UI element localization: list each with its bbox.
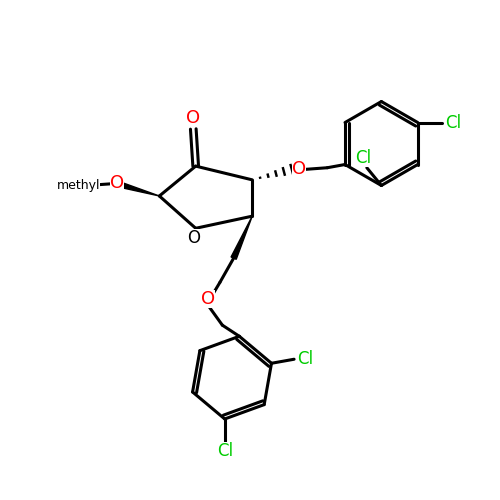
Text: O: O <box>186 110 200 128</box>
Text: Cl: Cl <box>298 350 314 368</box>
Text: Cl: Cl <box>445 114 462 132</box>
Text: O: O <box>110 174 124 192</box>
Text: Cl: Cl <box>216 442 233 460</box>
Text: O: O <box>292 160 306 178</box>
Text: methyl: methyl <box>57 179 100 192</box>
Text: O: O <box>188 229 200 247</box>
Polygon shape <box>231 216 252 260</box>
Polygon shape <box>116 181 160 196</box>
Text: Cl: Cl <box>356 149 372 167</box>
Text: O: O <box>201 290 215 308</box>
